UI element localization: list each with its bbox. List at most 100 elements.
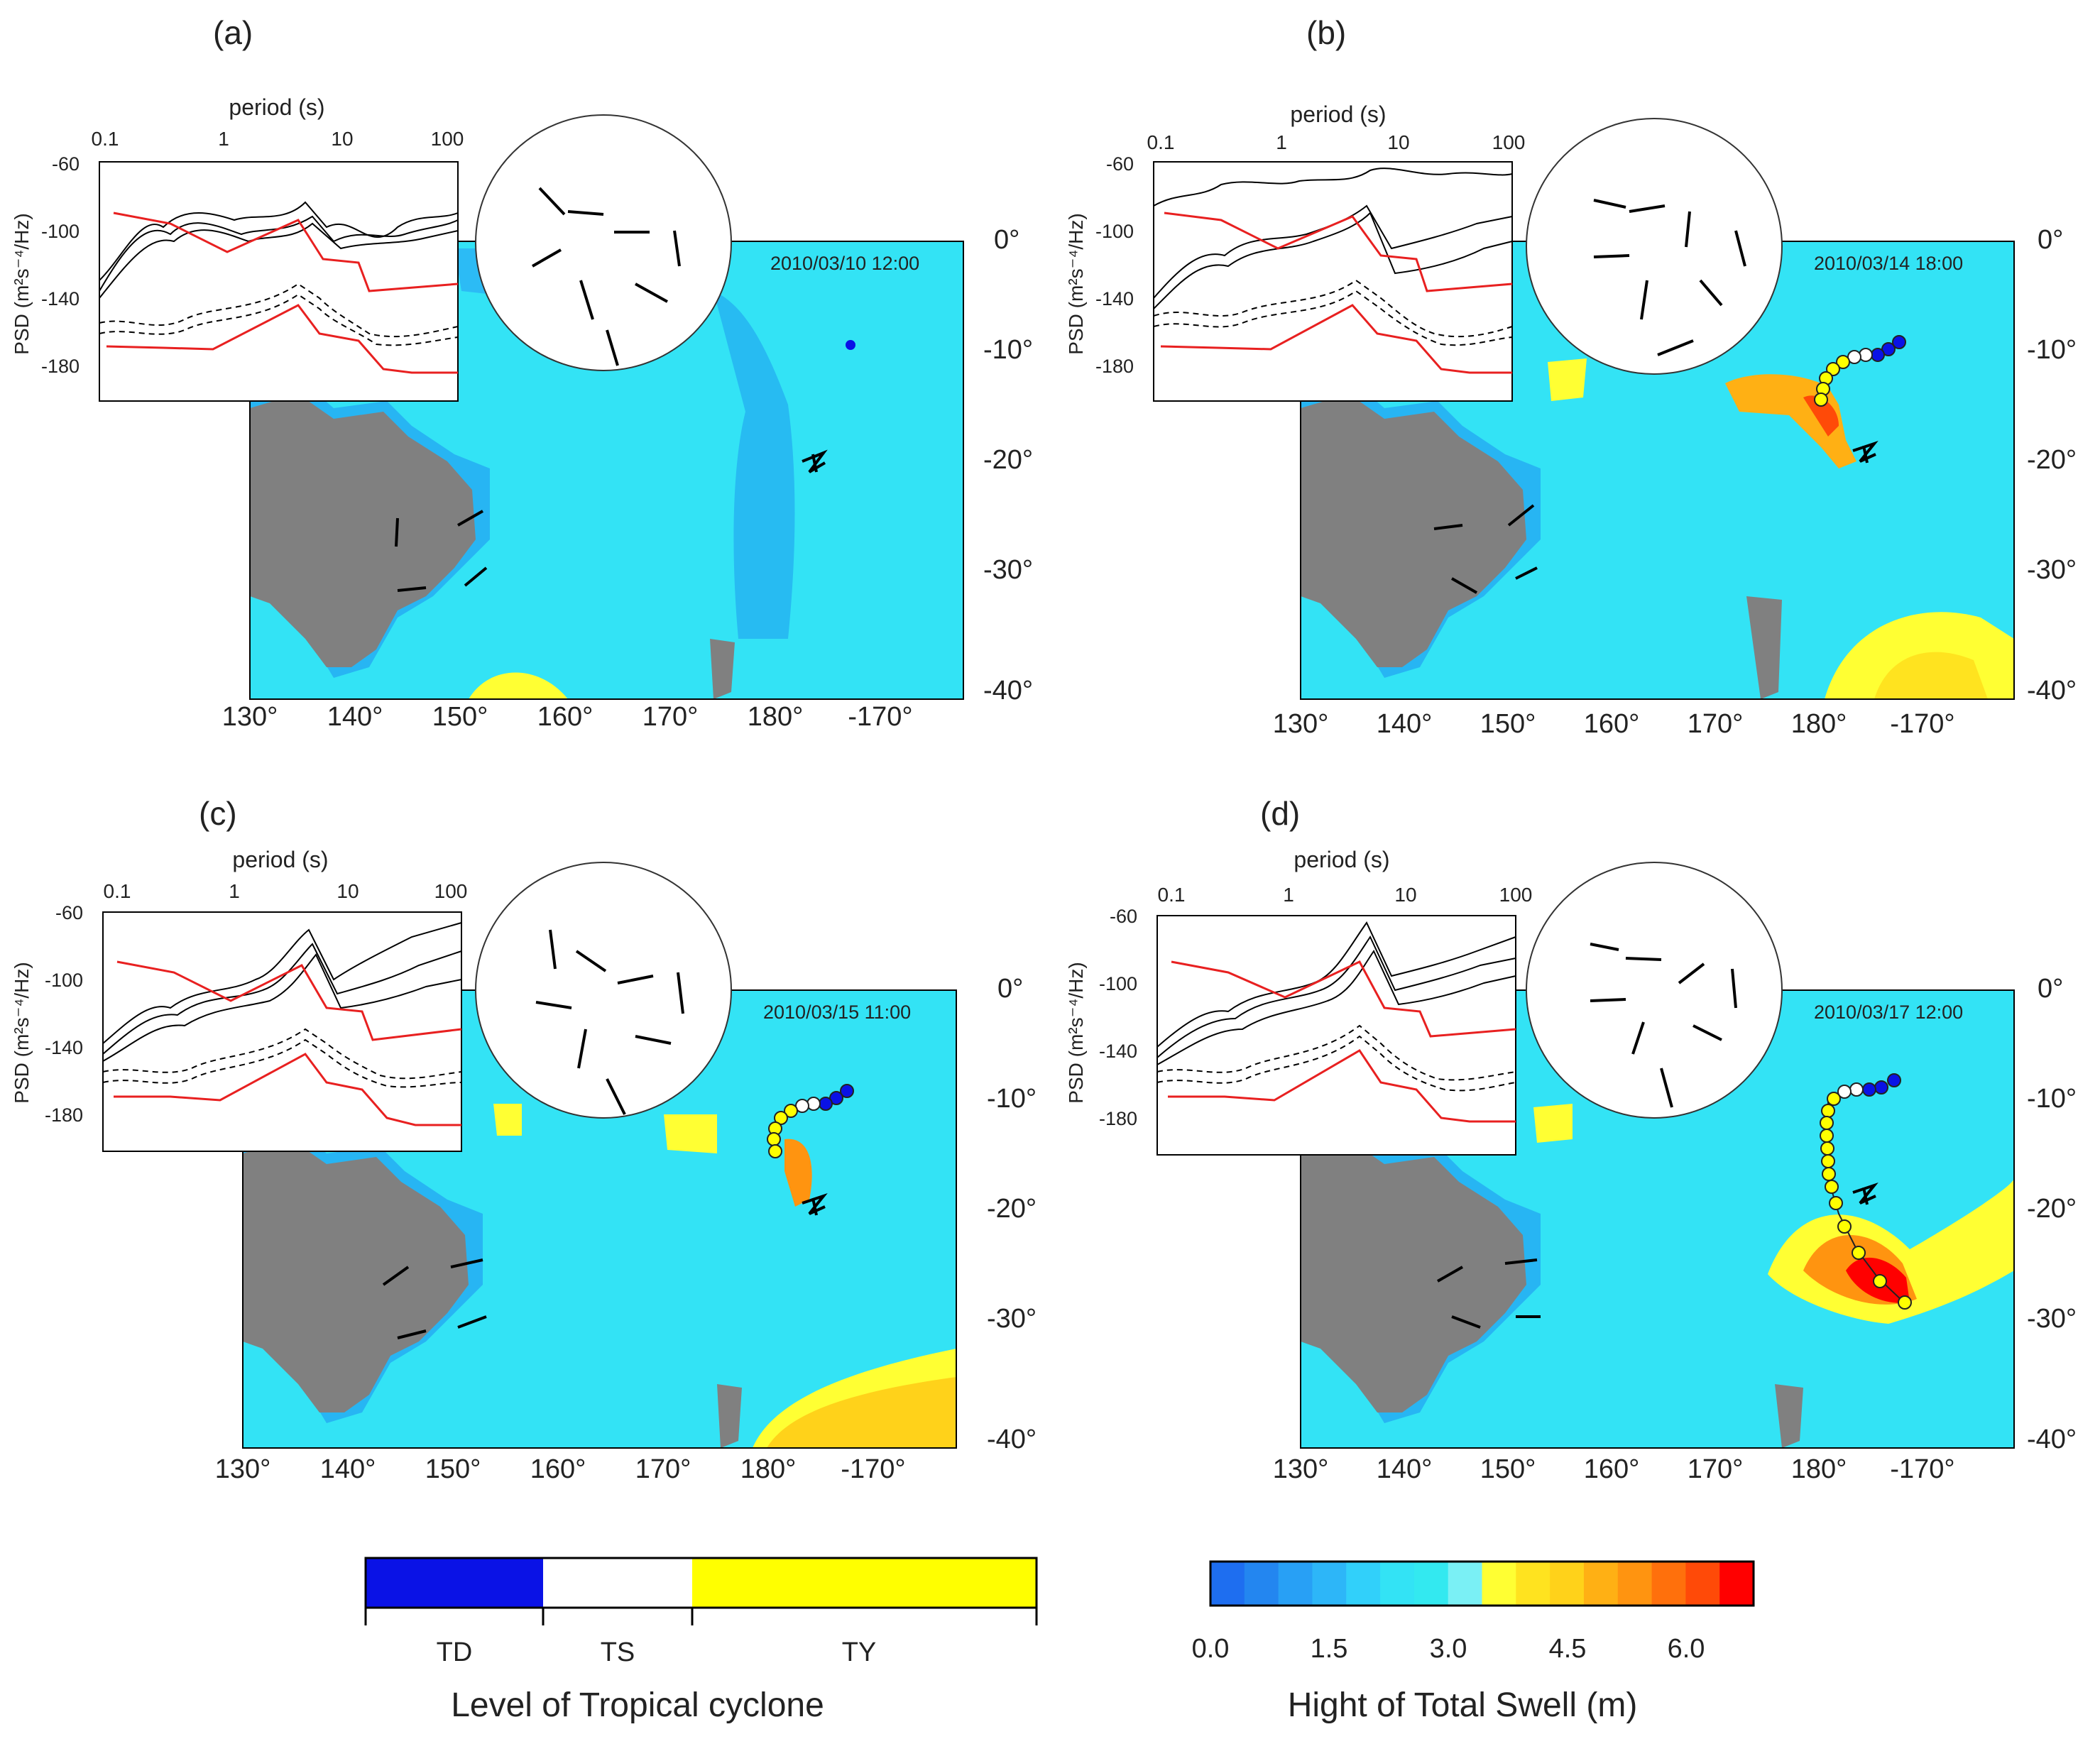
svg-text:150°: 150° — [1480, 709, 1536, 739]
svg-text:-40°: -40° — [2027, 1425, 2077, 1454]
svg-text:0°: 0° — [2038, 974, 2063, 1004]
legend-swell-swatch-9 — [1516, 1562, 1551, 1606]
svg-text:period (s): period (s) — [1294, 847, 1389, 872]
svg-text:-20°: -20° — [2027, 445, 2077, 475]
rose-b — [1526, 118, 1783, 375]
svg-text:PSD (m²s⁻⁴/Hz): PSD (m²s⁻⁴/Hz) — [1065, 962, 1087, 1103]
cyclone-track-d — [1820, 1073, 1912, 1310]
svg-text:-20°: -20° — [2027, 1194, 2077, 1224]
svg-text:1: 1 — [229, 880, 240, 902]
svg-text:180°: 180° — [1791, 1454, 1847, 1484]
svg-text:0.1: 0.1 — [1158, 884, 1186, 906]
map-c: 2010/03/15 11:00 130° 140° 150° 160° 170… — [215, 974, 1037, 1484]
rose-a — [475, 114, 732, 371]
svg-text:100: 100 — [1499, 884, 1533, 906]
svg-text:140°: 140° — [1377, 709, 1433, 739]
australia-c — [243, 1139, 469, 1412]
svg-text:130°: 130° — [1273, 709, 1329, 739]
swell-patch-d1 — [1533, 1104, 1573, 1143]
svg-text:-100: -100 — [1095, 221, 1134, 242]
inset-c: period (s) 0.1 1 10 100 -60 -100 -140 -1… — [11, 847, 468, 1152]
svg-text:-10°: -10° — [2027, 1084, 2077, 1114]
svg-text:-40°: -40° — [983, 676, 1033, 706]
svg-text:180°: 180° — [1791, 709, 1847, 739]
legend-swell-swatch-6 — [1413, 1562, 1449, 1606]
new-zealand-c — [717, 1384, 742, 1448]
legend-swell-swatch-0 — [1210, 1562, 1245, 1606]
svg-text:180°: 180° — [740, 1454, 797, 1484]
svg-text:-20°: -20° — [983, 445, 1033, 475]
svg-text:-60: -60 — [52, 153, 80, 175]
timestamp-a: 2010/03/10 12:00 — [770, 253, 919, 274]
svg-text:-170°: -170° — [841, 1454, 905, 1484]
inset-d: period (s) 0.1 1 10 100 -60 -100 -140 -1… — [1065, 847, 1533, 1156]
legend-cyclone-td-swatch — [366, 1558, 543, 1608]
legend-swell-tick-4: 6.0 — [1668, 1634, 1705, 1664]
station-ray-a-1 — [395, 517, 399, 547]
legend-swell-swatch-10 — [1550, 1562, 1585, 1606]
svg-text:170°: 170° — [642, 702, 699, 732]
svg-text:150°: 150° — [1480, 1454, 1536, 1484]
svg-text:period (s): period (s) — [232, 847, 328, 872]
svg-text:0.1: 0.1 — [104, 880, 131, 902]
svg-text:130°: 130° — [1273, 1454, 1329, 1484]
legend-cyclone: TD TS TY Level of Tropical cyclone — [364, 1557, 1038, 1724]
legend-swell-tick-2: 3.0 — [1430, 1634, 1467, 1664]
swell-south-b2 — [1874, 652, 1988, 699]
station-ray-a-3 — [397, 586, 427, 592]
svg-text:0°: 0° — [994, 225, 1019, 255]
swell-band-a — [713, 291, 795, 639]
station-symbol-c — [802, 1192, 828, 1216]
rose-d — [1526, 862, 1783, 1119]
svg-text:-30°: -30° — [2027, 555, 2077, 585]
svg-text:140°: 140° — [1377, 1454, 1433, 1484]
svg-text:130°: 130° — [222, 702, 278, 732]
svg-text:170°: 170° — [1688, 1454, 1744, 1484]
svg-text:160°: 160° — [530, 1454, 586, 1484]
svg-text:100: 100 — [431, 128, 464, 150]
map-b: 2010/03/14 18:00 130° 140° 150° 160° 170… — [1273, 225, 2077, 739]
svg-text:-180: -180 — [45, 1104, 83, 1126]
svg-text:PSD (m²s⁻⁴/Hz): PSD (m²s⁻⁴/Hz) — [1065, 213, 1087, 354]
cyclone-track-b — [1814, 335, 1906, 407]
svg-text:1: 1 — [1276, 131, 1287, 153]
panel-b: (b) — [1065, 14, 2077, 739]
svg-text:0.1: 0.1 — [1147, 131, 1175, 153]
svg-text:140°: 140° — [320, 1454, 376, 1484]
x-axis-d: 130° 140° 150° 160° 170° 180° -170° — [1273, 1454, 1955, 1484]
panel-label-a: (a) — [213, 14, 253, 51]
svg-text:period (s): period (s) — [229, 94, 324, 120]
legend-swell-swatch-13 — [1651, 1562, 1686, 1606]
legend-swell-swatch-12 — [1617, 1562, 1653, 1606]
svg-text:10: 10 — [1394, 884, 1416, 906]
station-ray-a-4 — [464, 566, 488, 587]
y-axis-d: 0° -10° -20° -30° -40° — [2027, 974, 2077, 1454]
new-zealand-a — [710, 639, 735, 699]
svg-text:-180: -180 — [1095, 356, 1134, 377]
legend-cyclone-ty-label: TY — [842, 1637, 877, 1667]
legend-cyclone-ts-label: TS — [601, 1637, 635, 1667]
svg-text:150°: 150° — [425, 1454, 481, 1484]
svg-text:-60: -60 — [1110, 906, 1137, 927]
panel-label-c: (c) — [199, 795, 237, 832]
legend-cyclone-ts-swatch — [543, 1558, 692, 1608]
new-zealand-b — [1746, 596, 1782, 699]
svg-text:-40°: -40° — [2027, 676, 2077, 706]
timestamp-d: 2010/03/17 12:00 — [1814, 1002, 1963, 1023]
swell-patch-c1 — [493, 1104, 522, 1136]
svg-text:-170°: -170° — [1890, 709, 1954, 739]
station-symbol-b — [1852, 440, 1878, 463]
svg-text:0.1: 0.1 — [92, 128, 119, 150]
svg-text:130°: 130° — [215, 1454, 271, 1484]
svg-text:1: 1 — [1283, 884, 1294, 906]
svg-text:-20°: -20° — [987, 1194, 1037, 1224]
svg-text:180°: 180° — [748, 702, 804, 732]
legend-cyclone-ty-swatch — [692, 1558, 1037, 1608]
svg-text:-140: -140 — [45, 1037, 83, 1058]
swell-patch-c2 — [664, 1114, 717, 1153]
australia-a — [250, 394, 476, 667]
swell-south-c2 — [767, 1377, 956, 1448]
svg-text:-10°: -10° — [987, 1084, 1037, 1114]
svg-text:100: 100 — [434, 880, 468, 902]
panel-a: (a) 2010/03/10 12:00 130° 140° 150° 160°… — [11, 14, 1033, 732]
